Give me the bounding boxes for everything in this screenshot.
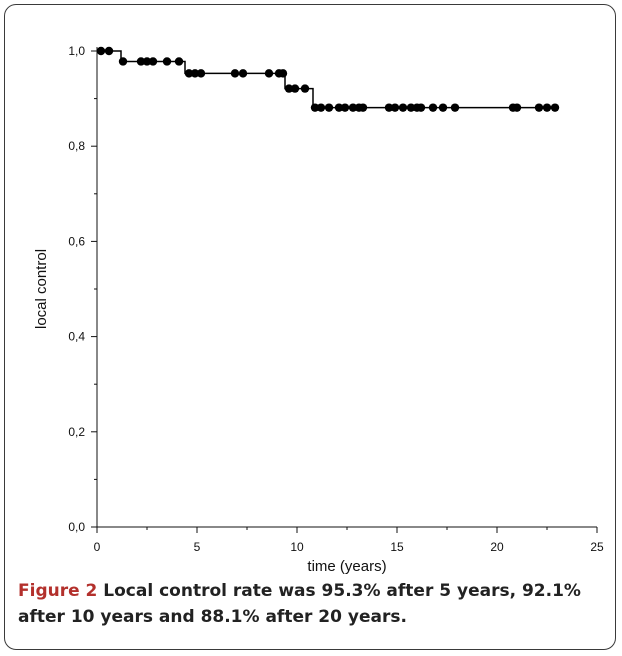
censored-point <box>96 46 106 56</box>
censored-point <box>398 103 408 112</box>
caption-text: Local control rate was 95.3% after 5 yea… <box>18 581 581 627</box>
censored-point <box>450 103 460 112</box>
y-tick-label: 1,0 <box>68 44 85 58</box>
censored-point <box>118 57 128 66</box>
figure-caption: Figure 2 Local control rate was 95.3% af… <box>18 578 608 630</box>
censored-point <box>358 103 368 112</box>
censored-point <box>136 57 146 66</box>
censored-point <box>148 57 158 66</box>
censored-point <box>184 69 194 78</box>
censored-point <box>428 103 438 112</box>
censored-point <box>230 69 240 78</box>
x-tick-label: 25 <box>590 540 604 554</box>
censored-point <box>284 84 294 93</box>
censored-point <box>390 103 400 112</box>
censored-point <box>300 84 310 93</box>
censored-point <box>278 69 288 78</box>
x-tick-label: 5 <box>194 540 201 554</box>
x-tick-label: 0 <box>94 540 101 554</box>
y-tick-label: 0,6 <box>68 234 85 248</box>
censored-point <box>438 103 448 112</box>
x-axis-label: time (years) <box>307 558 386 575</box>
censored-point <box>104 46 114 56</box>
censored-point <box>316 103 326 112</box>
censored-point <box>384 103 394 112</box>
censored-point <box>174 57 184 66</box>
x-tick-label: 15 <box>390 540 404 554</box>
censored-point <box>348 103 358 112</box>
censored-points <box>96 46 560 112</box>
y-tick-label: 0,8 <box>68 139 85 153</box>
censored-point <box>334 103 344 112</box>
censored-point <box>264 69 274 78</box>
censored-point <box>162 57 172 66</box>
censored-point <box>406 103 416 112</box>
censored-point <box>238 69 248 78</box>
censored-point <box>534 103 544 112</box>
y-tick-label: 0,4 <box>68 330 85 344</box>
y-tick-label: 0,2 <box>68 425 85 439</box>
axes <box>96 47 597 528</box>
censored-point <box>142 57 152 66</box>
censored-point <box>550 103 560 112</box>
kaplan-meier-chart: 0 5 10 15 20 25 0,0 0,2 0,4 0,6 0,8 1,0 time (years… <box>33 44 604 575</box>
censored-point <box>416 103 426 112</box>
censored-point <box>196 69 206 78</box>
censored-point <box>190 69 200 78</box>
y-axis-label: local control <box>33 249 50 329</box>
x-tick-label: 20 <box>490 540 504 554</box>
y-tick-label: 0,0 <box>68 520 85 534</box>
censored-point <box>324 103 334 112</box>
figure-label: Figure 2 <box>18 581 98 601</box>
censored-point <box>310 103 320 112</box>
censored-point <box>290 84 300 93</box>
x-tick-label: 10 <box>290 540 304 554</box>
censored-point <box>340 103 350 112</box>
censored-point <box>512 103 522 112</box>
ticks: 0 5 10 15 20 25 0,0 0,2 0,4 0,6 0,8 1,0 <box>68 44 604 554</box>
censored-point <box>542 103 552 112</box>
